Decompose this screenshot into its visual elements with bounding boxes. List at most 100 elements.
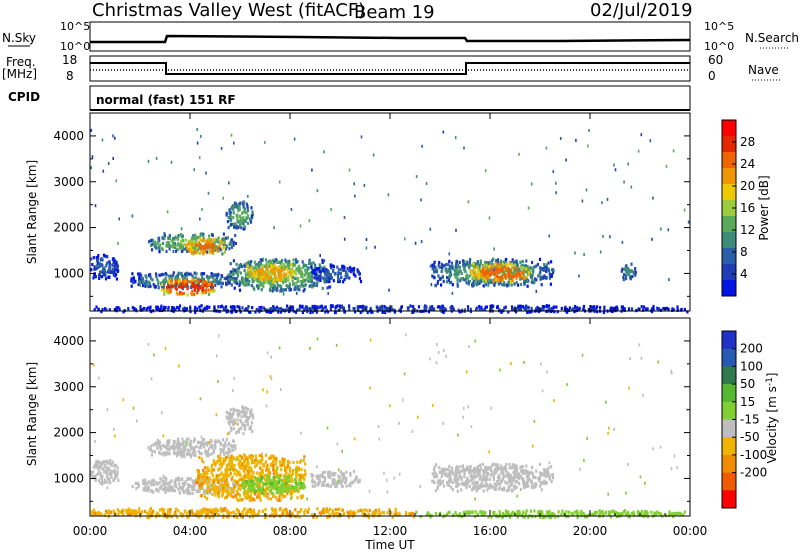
power-echo-cell: [282, 277, 285, 281]
power-echo-cell: [199, 247, 202, 251]
power-scatter-cell: [451, 291, 454, 295]
velocity-echo-cell: [210, 468, 214, 472]
power-scatter-cell: [282, 292, 285, 296]
velocity-echo-cell: [485, 470, 488, 475]
velocity-echo-cell: [232, 411, 235, 415]
power-echo-cell: [225, 305, 228, 309]
power-echo-cell: [224, 308, 228, 312]
velocity-echo-cell: [242, 412, 246, 416]
velocity-echo-cell: [229, 471, 232, 475]
velocity-echo-cell: [248, 498, 251, 502]
power-echo-cell: [469, 263, 472, 267]
velocity-echo-cell: [264, 482, 267, 486]
velocity-echo-cell: [327, 484, 330, 488]
velocity-echo-cell: [177, 487, 180, 491]
power-echo-cell: [511, 258, 514, 262]
power-echo-cell: [321, 258, 324, 262]
velocity-echo-cell: [241, 477, 244, 481]
power-scatter-cell: [293, 137, 296, 141]
velocity-echo-cell: [273, 484, 276, 488]
velocity-echo-cell: [258, 454, 261, 458]
velocity-echo-cell: [256, 478, 259, 483]
power-echo-cell: [172, 239, 175, 243]
power-echo-cell: [140, 275, 143, 279]
power-echo-cell: [291, 275, 294, 279]
power-echo-cell: [241, 222, 244, 226]
velocity-echo-cell: [467, 469, 470, 473]
power-colorbar-tick-label: 12: [740, 223, 755, 237]
velocity-echo-cell: [228, 431, 231, 435]
power-echo-cell: [167, 274, 170, 278]
power-echo-cell: [246, 308, 249, 312]
power-echo-cell: [178, 308, 181, 312]
power-echo-cell: [158, 250, 161, 254]
velocity-echo-cell: [107, 466, 110, 470]
power-echo-cell: [651, 307, 654, 311]
power-echo-cell: [270, 261, 273, 265]
velocity-echo-cell: [254, 465, 257, 469]
power-echo-cell: [603, 308, 606, 312]
velocity-echo-cell: [345, 470, 348, 474]
power-echo-cell: [96, 263, 99, 267]
velocity-echo-cell: [222, 443, 225, 447]
velocity-echo-cell: [275, 472, 278, 476]
power-echo-cell: [137, 272, 140, 276]
velocity-echo-cell: [186, 448, 190, 452]
power-echo-cell: [92, 256, 95, 260]
power-echo-cell: [298, 270, 301, 274]
power-echo-cell: [175, 275, 178, 279]
velocity-echo-cell: [244, 492, 247, 496]
power-echo-cell: [271, 272, 274, 276]
velocity-echo-cell: [212, 451, 215, 455]
velocity-echo-cell: [224, 483, 227, 487]
power-echo-cell: [157, 307, 160, 312]
power-echo-cell: [330, 276, 334, 280]
power-scatter-cell: [578, 274, 580, 278]
power-echo-cell: [536, 262, 539, 267]
velocity-echo-cell: [267, 486, 270, 490]
velocity-echo-cell: [218, 439, 221, 443]
velocity-echo-cell: [475, 467, 478, 471]
power-echo-cell: [182, 307, 185, 311]
power-echo-cell: [155, 246, 158, 250]
power-echo-cell: [235, 276, 238, 281]
power-echo-cell: [319, 273, 322, 278]
power-scatter-cell: [372, 153, 375, 157]
power-echo-cell: [493, 283, 496, 287]
velocity-echo-cell: [299, 475, 302, 479]
velocity-echo-cell: [232, 444, 235, 448]
power-echo-cell: [179, 239, 182, 243]
beam-label: Beam 19: [354, 2, 435, 23]
power-echo-cell: [246, 264, 249, 268]
power-echo-cell: [161, 280, 164, 284]
velocity-echo-cell: [253, 488, 256, 492]
velocity-echo-cell: [261, 481, 265, 485]
power-echo-cell: [267, 271, 271, 275]
power-echo-cell: [478, 271, 481, 275]
power-echo-cell: [393, 310, 396, 314]
velocity-echo-cell: [234, 482, 237, 486]
power-scatter-cell: [296, 260, 298, 264]
power-echo-cell: [337, 308, 340, 312]
power-echo-cell: [255, 307, 258, 312]
power-echo-cell: [152, 282, 155, 287]
power-echo-cell: [530, 310, 533, 314]
power-echo-cell: [449, 270, 452, 274]
velocity-echo-cell: [197, 450, 200, 454]
power-echo-cell: [288, 271, 291, 275]
power-echo-cell: [527, 306, 530, 310]
power-echo-cell: [219, 279, 222, 283]
power-echo-cell: [622, 275, 625, 279]
power-echo-cell: [496, 305, 499, 309]
power-echo-cell: [194, 275, 197, 279]
power-echo-cell: [511, 279, 514, 283]
power-echo-cell: [269, 307, 272, 311]
velocity-echo-cell: [314, 480, 317, 484]
velocity-echo-cell: [248, 455, 251, 459]
power-echo-cell: [105, 308, 108, 312]
power-echo-cell: [301, 305, 304, 309]
power-echo-cell: [538, 274, 541, 278]
power-echo-cell: [251, 210, 254, 214]
velocity-echo-cell: [465, 480, 468, 484]
power-echo-cell: [274, 258, 277, 262]
